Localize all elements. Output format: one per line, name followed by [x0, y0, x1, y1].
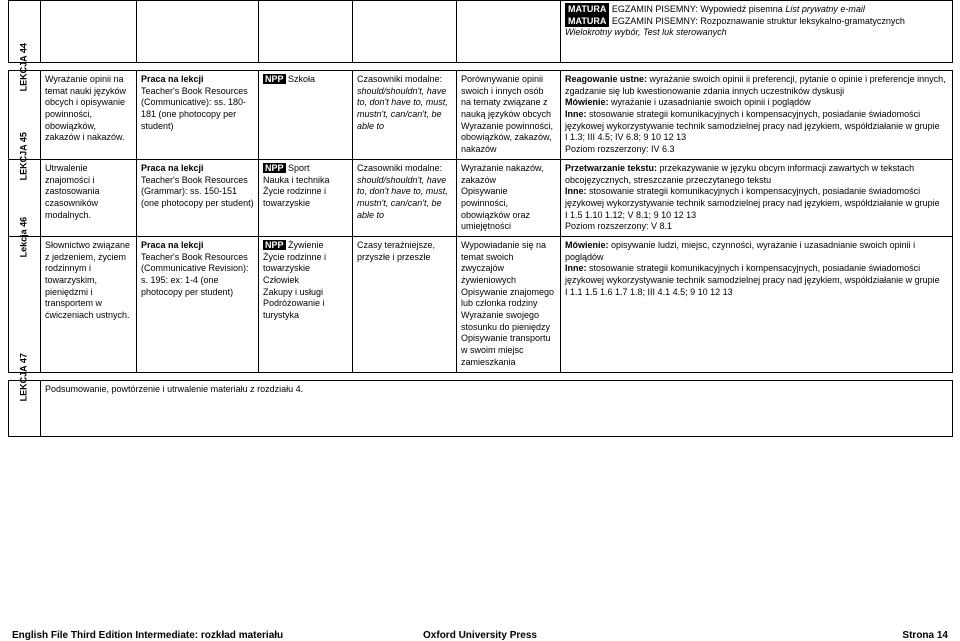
npp-badge: NPP: [263, 74, 286, 84]
text: Podróżowanie i turystyka: [263, 298, 325, 320]
text: I 1.5 1.10 1.12; V 8.1; 9 10 12 13: [565, 210, 696, 220]
text: Poziom rozszerzony: IV 6.3: [565, 144, 675, 154]
text: Człowiek: [263, 275, 299, 285]
r45-npp: NPP Sport Nauka i technika Życie rodzinn…: [259, 159, 353, 236]
text: Teacher's Book Resources (Communicative)…: [141, 86, 248, 131]
text: Przetwarzanie tekstu:: [565, 163, 657, 173]
text: Opisywanie powinności, obowiązków oraz u…: [461, 186, 530, 231]
text: opisywanie ludzi, miejsc, czynności, wyr…: [565, 240, 915, 262]
text: Praca na lekcji: [141, 240, 204, 250]
r44-resources: Praca na lekcji Teacher's Book Resources…: [137, 71, 259, 160]
text: Szkoła: [288, 74, 315, 84]
npp-badge: NPP: [263, 163, 286, 173]
text: stosowanie strategii komunikacyjnych i k…: [565, 186, 940, 208]
text: Reagowanie ustne:: [565, 74, 647, 84]
text: Mówienie:: [565, 97, 609, 107]
text: stosowanie strategii komunikacyjnych i k…: [565, 263, 940, 285]
text: Wyrażanie nakazów, zakazów: [461, 163, 543, 185]
npp-badge: NPP: [263, 240, 286, 250]
r46-npp: NPP Żywienie Życie rodzinne i towarzyski…: [259, 236, 353, 372]
text: Czasowniki modalne:: [357, 163, 442, 173]
r45-outcomes: Przetwarzanie tekstu: przekazywanie w ję…: [561, 159, 953, 236]
top-matura-cell: MATURA EGZAMIN PISEMNY: Wypowiedź pisemn…: [561, 1, 953, 63]
r46-outcomes: Mówienie: opisywanie ludzi, miejsc, czyn…: [561, 236, 953, 372]
text: Życie rodzinne i towarzyskie: [263, 186, 326, 208]
r47-summary: Podsumowanie, powtórzenie i utrwalenie m…: [41, 380, 953, 436]
lekcja-47-label-cell: LEKCJA 47: [9, 380, 41, 436]
row-lekcja-46: Lekcja 46 Słownictwo związane z jedzenie…: [9, 236, 953, 372]
text: Inne:: [565, 109, 587, 119]
row-lekcja-44: LEKCJA 44 Wyrażanie opinii na temat nauk…: [9, 71, 953, 160]
lekcja-label: LEKCJA 47: [19, 378, 31, 401]
top-m2-italic: Wielokrotny wybór, Test luk sterowanych: [565, 27, 727, 37]
text: Opisywanie znajomego lub członka rodziny: [461, 287, 554, 309]
text: wyrażanie i uzasadnianie swoich opinii i…: [609, 97, 811, 107]
text: Nauka i technika: [263, 175, 330, 185]
lekcja-46-label-cell: Lekcja 46: [9, 236, 41, 372]
text: Czasowniki modalne:: [357, 74, 442, 84]
lekcja-label: Lekcja 46: [19, 234, 31, 257]
text: Sport: [288, 163, 310, 173]
row-lekcja-45: LEKCJA 45 Utrwalenie znajomości i zastos…: [9, 159, 953, 236]
text: Inne:: [565, 186, 587, 196]
top-m1-italic: List prywatny e-mail: [785, 4, 865, 14]
text: stosowanie strategii komunikacyjnych i k…: [565, 109, 940, 131]
text: Poziom rozszerzony: V 8.1: [565, 221, 672, 231]
r46-resources: Praca na lekcji Teacher's Book Resources…: [137, 236, 259, 372]
text: Opisywanie transportu w swoim miejsc zam…: [461, 333, 551, 366]
lekcja-label: LEKCJA 45: [19, 157, 31, 180]
text: I 1.3; III 4.5; IV 6.8; 9 10 12 13: [565, 132, 686, 142]
matura-badge: MATURA: [565, 3, 609, 15]
r46-functions: Wypowiadanie się na temat swoich zwyczaj…: [457, 236, 561, 372]
top-m2-text: EGZAMIN PISEMNY: Rozpoznawanie struktur …: [609, 16, 905, 26]
row-lekcja-47: LEKCJA 47 Podsumowanie, powtórzenie i ut…: [9, 380, 953, 436]
r45-topic: Utrwalenie znajomości i zastosowania cza…: [41, 159, 137, 236]
text: Inne:: [565, 263, 587, 273]
r44-topic: Wyrażanie opinii na temat nauki języków …: [41, 71, 137, 160]
r45-resources: Praca na lekcji Teacher's Book Resources…: [137, 159, 259, 236]
text: I 1.1 1.5 1.6 1.7 1.8; III 4.1 4.5; 9 10…: [565, 287, 733, 297]
matura-badge: MATURA: [565, 15, 609, 27]
r44-outcomes: Reagowanie ustne: wyrażanie swoich opini…: [561, 71, 953, 160]
text: Życie rodzinne i towarzyskie: [263, 252, 326, 274]
r44-functions: Porównywanie opinii swoich i innych osób…: [457, 71, 561, 160]
r45-functions: Wyrażanie nakazów, zakazów Opisywanie po…: [457, 159, 561, 236]
text: Mówienie:: [565, 240, 609, 250]
r45-grammar: Czasowniki modalne: should/shouldn't, ha…: [353, 159, 457, 236]
text: Praca na lekcji: [141, 74, 204, 84]
text: Teacher's Book Resources (Grammar): ss. …: [141, 175, 254, 208]
text: Zakupy i usługi: [263, 287, 323, 297]
text: Praca na lekcji: [141, 163, 204, 173]
r44-npp: NPP Szkoła: [259, 71, 353, 160]
top-m1-text: EGZAMIN PISEMNY: Wypowiedź pisemna: [609, 4, 785, 14]
text: Teacher's Book Resources (Communicative …: [141, 252, 249, 297]
text: should/shouldn't, have to, don't have to…: [357, 175, 448, 220]
text: Żywienie: [288, 240, 324, 250]
r44-grammar: Czasowniki modalne: should/shouldn't, ha…: [353, 71, 457, 160]
r46-topic: Słownictwo związane z jedzeniem, życiem …: [41, 236, 137, 372]
r46-grammar: Czasy teraźniejsze, przyszłe i przeszłe: [353, 236, 457, 372]
text: Wyrażanie swojego stosunku do pieniędzy: [461, 310, 550, 332]
lekcja-label: LEKCJA 44: [19, 68, 31, 91]
lesson-table: MATURA EGZAMIN PISEMNY: Wypowiedź pisemn…: [8, 0, 953, 437]
text: Wypowiadanie się na temat swoich zwyczaj…: [461, 240, 546, 285]
text: Porównywanie opinii swoich i innych osób…: [461, 74, 551, 119]
text: should/shouldn't, have to, don't have to…: [357, 86, 448, 131]
text: Wyrażanie powinności, obowiązków, zakazó…: [461, 121, 553, 154]
top-row: MATURA EGZAMIN PISEMNY: Wypowiedź pisemn…: [9, 1, 953, 63]
